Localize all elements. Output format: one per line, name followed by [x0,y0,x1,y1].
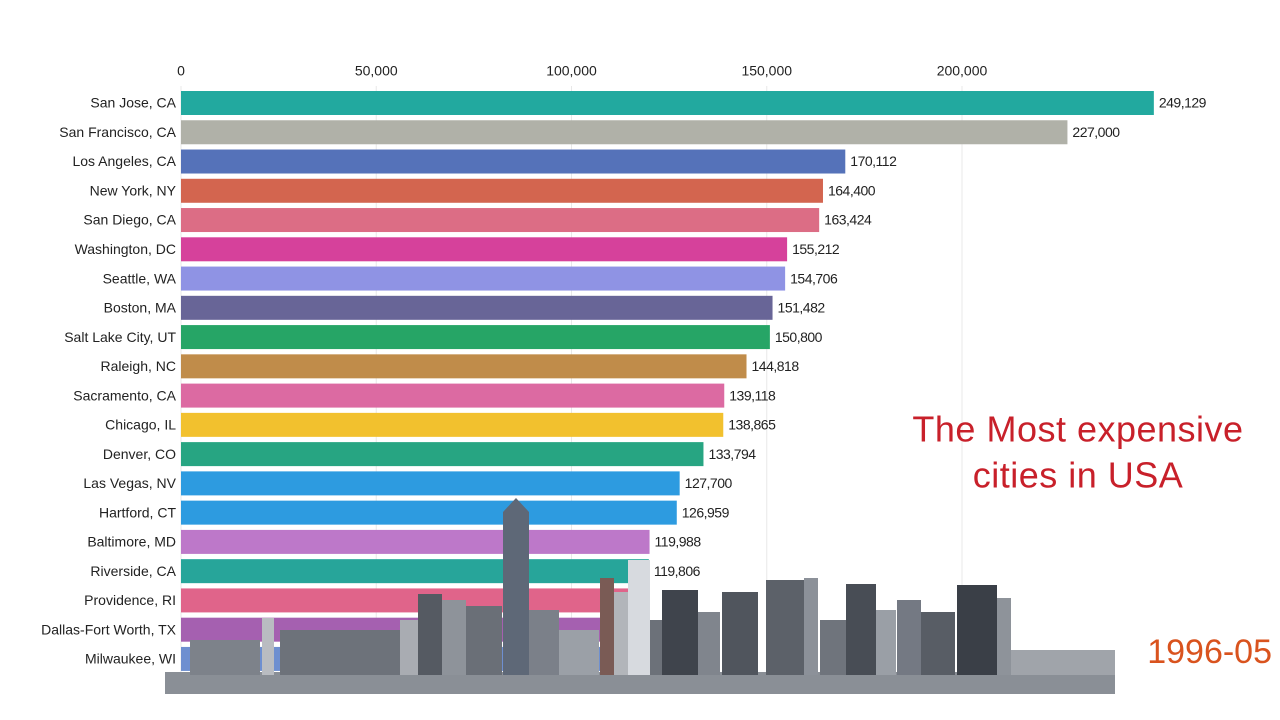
value-label: 151,482 [778,300,826,316]
bars [181,91,1154,671]
y-tick-label: Chicago, IL [105,417,176,433]
skyline-base [165,672,1115,694]
bar [181,178,823,203]
building [820,620,846,675]
x-tick-label: 50,000 [355,63,398,79]
building [650,620,662,675]
tower [503,498,529,675]
value-label: 138,865 [728,417,776,433]
y-tick-label: Baltimore, MD [87,534,176,550]
y-tick-label: Las Vegas, NV [83,475,176,491]
building [804,578,818,675]
y-tick-label: Salt Lake City, UT [64,329,176,345]
bar [181,559,649,584]
y-tick-label: Washington, DC [75,241,176,257]
y-tick-label: New York, NY [90,182,177,198]
building [846,584,876,675]
x-tick-label: 200,000 [937,63,988,79]
x-tick-label: 0 [177,63,185,79]
building [190,640,260,675]
y-tick-label: Milwaukee, WI [85,651,176,667]
y-tick-label: Providence, RI [84,592,176,608]
building [628,560,650,675]
bar [181,295,773,320]
bar [181,91,1154,115]
bar [181,120,1068,145]
y-tick-label: Boston, MA [104,300,177,316]
building [1011,650,1115,675]
building [876,610,896,675]
building [400,620,418,675]
building [722,592,758,675]
y-tick-label: Denver, CO [103,446,176,462]
bar [181,237,788,262]
value-label: 170,112 [850,153,897,169]
value-label: 119,806 [654,563,701,579]
date-label: 1996-05 [1147,633,1272,671]
bar [181,354,747,379]
labels: 0 50,000 100,000 150,000 200,000 San Jose, CA… [41,63,1207,667]
bar [181,412,724,437]
building [997,598,1011,675]
building [957,585,997,675]
value-label: 126,959 [682,504,730,520]
value-label: 133,794 [708,446,756,462]
value-label: 139,118 [729,387,776,403]
bar [181,325,770,350]
bar [181,208,820,233]
skyline [165,498,1115,694]
building [662,590,698,675]
y-tick-label: San Diego, CA [83,212,176,228]
building [698,612,720,675]
building [442,600,466,675]
y-tick-label: Hartford, CT [99,504,176,520]
building [559,630,599,675]
value-label: 144,818 [752,358,800,374]
y-tick-label: Seattle, WA [103,270,177,286]
building [921,612,955,675]
bar [181,471,680,496]
x-tick-label: 100,000 [546,63,597,79]
building [418,594,442,675]
value-label: 155,212 [792,241,840,257]
value-label: 227,000 [1072,124,1120,140]
bar [181,266,786,291]
value-label: 163,424 [824,212,872,228]
building [280,630,400,675]
annotation: cities in USA [973,455,1184,496]
value-label: 119,988 [655,534,702,550]
y-tick-label: Riverside, CA [90,563,176,579]
bar [181,442,704,467]
building [897,600,921,675]
value-label: 150,800 [775,329,823,345]
bar [181,383,725,408]
bar [181,588,648,613]
x-tick-label: 150,000 [741,63,792,79]
y-tick-label: San Jose, CA [90,95,176,111]
y-tick-label: Dallas-Fort Worth, TX [41,621,177,637]
y-tick-label: San Francisco, CA [59,124,176,140]
bar [181,500,677,525]
bar [181,529,650,554]
building [766,580,804,675]
y-tick-label: Raleigh, NC [101,358,176,374]
building [262,618,274,675]
building [529,610,559,675]
value-label: 154,706 [790,270,838,286]
y-tick-label: Sacramento, CA [73,387,176,403]
building [600,578,614,675]
value-label: 127,700 [685,475,733,491]
value-label: 249,129 [1159,95,1207,111]
building [614,592,628,675]
bar [181,149,846,174]
y-tick-label: Los Angeles, CA [72,153,176,169]
building [466,606,502,675]
annotation: The Most expensive [912,409,1243,450]
value-label: 164,400 [828,182,876,198]
